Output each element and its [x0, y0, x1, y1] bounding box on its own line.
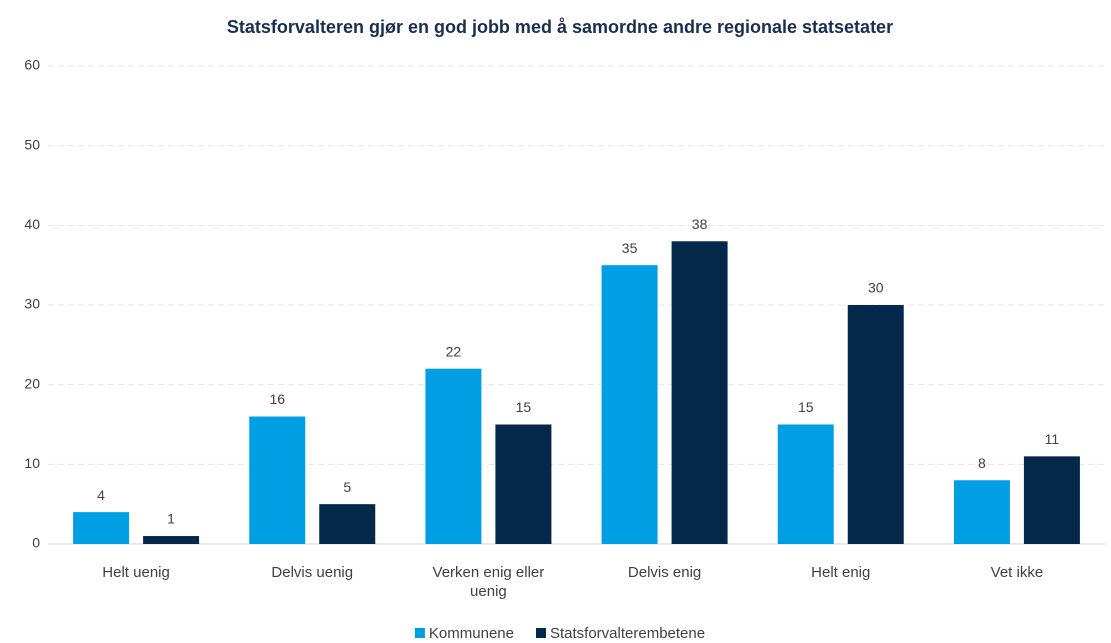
legend-swatch — [535, 628, 546, 638]
bar — [601, 265, 658, 544]
bar — [1023, 456, 1080, 544]
bar — [249, 416, 306, 544]
y-tick-label: 20 — [24, 375, 40, 391]
bar — [953, 480, 1010, 544]
legend-swatch — [414, 628, 425, 638]
y-tick-label: 10 — [24, 455, 40, 471]
bar — [319, 504, 376, 544]
data-label: 15 — [798, 399, 814, 415]
data-label: 16 — [269, 391, 285, 407]
bar — [847, 305, 904, 544]
x-tick-label: Helt uenig — [102, 564, 170, 581]
data-label: 8 — [978, 455, 986, 471]
data-label: 1 — [167, 511, 175, 527]
data-label: 4 — [97, 487, 105, 503]
y-tick-label: 50 — [24, 136, 40, 152]
data-label: 38 — [692, 216, 708, 232]
data-label: 30 — [868, 280, 884, 296]
chart-title: Statsforvalteren gjør en god jobb med å … — [227, 17, 893, 37]
y-tick-label: 30 — [24, 296, 40, 312]
bar — [671, 241, 728, 544]
legend-label: Kommunene — [429, 625, 514, 642]
data-label: 5 — [343, 479, 351, 495]
bar — [73, 512, 130, 544]
x-tick-label: Vet ikke — [990, 564, 1044, 581]
legend-label: Statsforvalterembetene — [550, 625, 705, 642]
data-label: 15 — [516, 399, 532, 415]
data-label: 22 — [446, 343, 462, 359]
bar — [495, 424, 552, 544]
y-tick-label: 0 — [32, 535, 40, 551]
y-tick-label: 40 — [24, 216, 40, 232]
bar — [777, 424, 834, 544]
x-tick-label: Verken enig eller uenig — [432, 564, 545, 600]
data-label: 11 — [1045, 431, 1060, 447]
x-tick-label: Delvis enig — [627, 564, 702, 581]
x-tick-label: Helt enig — [811, 564, 871, 581]
data-label: 35 — [622, 240, 638, 256]
bar — [143, 536, 200, 544]
bar — [425, 368, 482, 544]
x-tick-label: Delvis uenig — [271, 564, 354, 581]
y-tick-label: 60 — [24, 57, 40, 73]
